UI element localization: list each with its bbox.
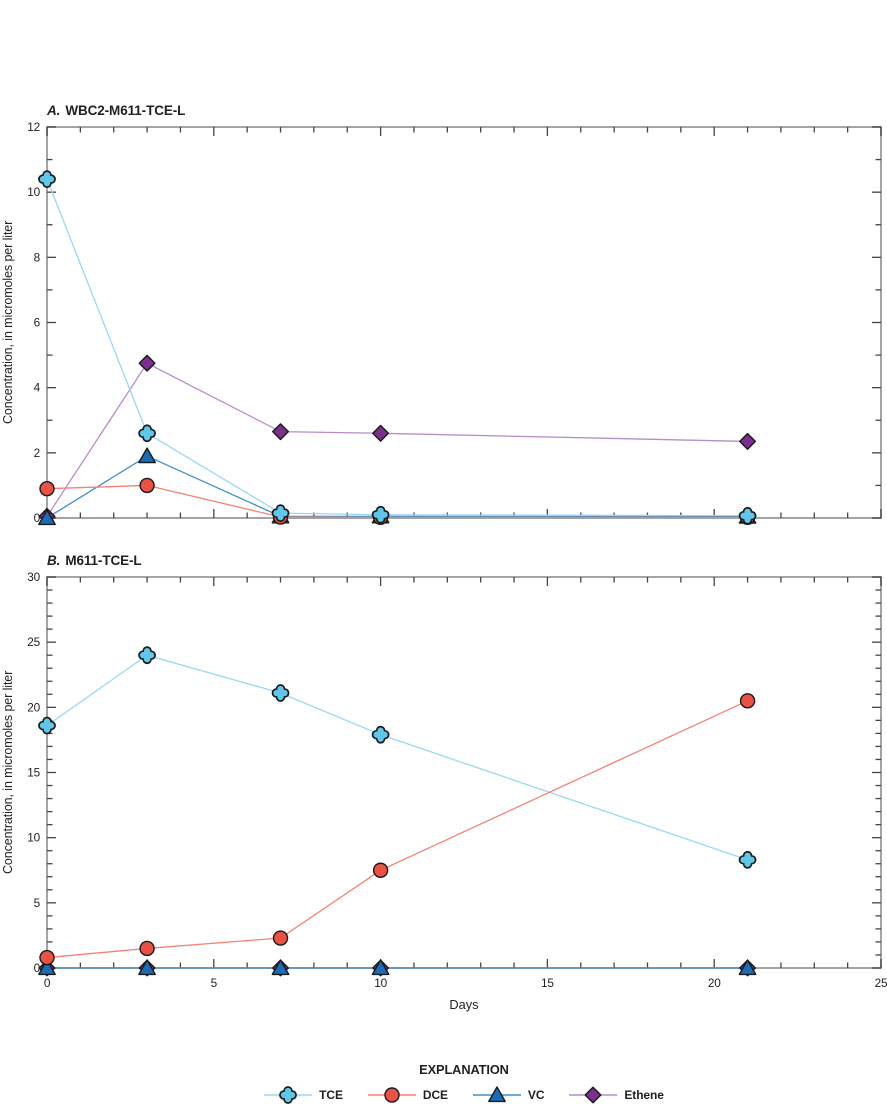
marker-tce <box>138 646 156 665</box>
x-tick-label: 0 <box>44 976 51 990</box>
y-tick-label: 8 <box>34 250 41 264</box>
y-tick-label: 10 <box>27 185 40 199</box>
marker-tce <box>738 850 757 869</box>
marker-ethene <box>739 432 757 450</box>
circle-marker-icon <box>367 1087 416 1103</box>
marker-tce <box>371 505 390 524</box>
marker-dce <box>384 1087 400 1103</box>
legend-label-vc: VC <box>527 1088 545 1102</box>
marker-dce <box>139 477 155 494</box>
y-tick-label: 6 <box>34 316 41 330</box>
tick-labels: 0 5 10 15 20 25 30 0 5 10 15 20 25 <box>27 570 887 990</box>
marker-tce <box>371 725 390 744</box>
chart-a-plot: 0 2 4 6 8 10 12 <box>27 120 882 526</box>
marker-vc <box>138 959 156 976</box>
x-tick-label: 20 <box>708 976 721 990</box>
marker-vc <box>38 509 56 526</box>
marker-dce <box>272 930 289 946</box>
marker-tce <box>738 506 757 525</box>
marker-tce <box>38 170 56 189</box>
marker-dce <box>739 693 756 709</box>
y-tick-label: 20 <box>27 700 40 714</box>
marker-dce <box>139 940 155 957</box>
plot-frame <box>46 576 882 969</box>
x-tick-label: 5 <box>211 976 218 990</box>
marker-vc <box>738 959 757 976</box>
legend-item-dce: DCE <box>367 1081 448 1109</box>
diamond-marker-icon <box>569 1086 618 1104</box>
marker-dce <box>39 480 55 497</box>
chart-b-title-letter: B. <box>47 553 61 568</box>
y-tick-label: 30 <box>27 570 40 584</box>
marker-tce <box>279 1086 298 1104</box>
y-tick-label: 4 <box>34 381 41 395</box>
y-tick-label: 12 <box>27 120 40 134</box>
marker-dce <box>372 862 389 878</box>
marker-vc <box>271 959 290 976</box>
legend-item-tce: TCE <box>264 1081 343 1109</box>
x-tick-label: 25 <box>875 976 887 990</box>
marker-vc <box>138 447 156 464</box>
series-line-tce <box>46 654 748 861</box>
chart-a-title-text: WBC2-M611-TCE-L <box>65 103 186 118</box>
cross-marker-icon <box>264 1086 313 1104</box>
series-line-dce <box>46 700 748 959</box>
x-tick-label: 10 <box>374 976 387 990</box>
series-markers-vc <box>38 959 757 976</box>
marker-vc <box>371 959 390 976</box>
legend-label-tce: TCE <box>319 1088 343 1102</box>
y-tick-label: 5 <box>34 896 41 910</box>
marker-tce <box>271 504 290 523</box>
legend-item-vc: VC <box>472 1081 545 1109</box>
marker-tce <box>38 716 56 735</box>
y-tick-label: 15 <box>27 766 40 780</box>
legend-items: TCE DCE VC Ethene <box>41 1081 887 1109</box>
series-line-tce <box>46 178 748 517</box>
y-tick-label: 0 <box>34 961 41 975</box>
marker-ethene <box>272 423 290 441</box>
tick-labels: 0 2 4 6 8 10 12 <box>27 120 41 525</box>
series-markers-tce <box>38 170 757 525</box>
marker-tce <box>271 684 290 702</box>
x-axis-label: Days <box>449 997 479 1012</box>
plot-frame <box>46 126 882 519</box>
chart-b-plot: 0 5 10 15 20 25 30 0 5 10 15 20 25 <box>27 570 887 990</box>
marker-vc <box>38 959 56 976</box>
marker-ethene <box>138 354 156 372</box>
legend-label-dce: DCE <box>422 1088 448 1102</box>
y-tick-label: 25 <box>27 635 40 649</box>
series-line-ethene <box>46 362 748 517</box>
x-tick-label: 15 <box>541 976 554 990</box>
legend-title: EXPLANATION <box>419 1062 509 1077</box>
chart-b-title: B. M611-TCE-L <box>47 553 142 568</box>
y-tick-label: 10 <box>27 831 40 845</box>
legend-item-ethene: Ethene <box>569 1081 664 1109</box>
marker-ethene <box>584 1086 602 1104</box>
marker-tce <box>138 424 156 443</box>
chart-a-title-letter: A. <box>47 103 61 118</box>
legend: EXPLANATION TCE DCE VC Ethene <box>41 1062 887 1109</box>
axis-ticks <box>46 126 882 519</box>
legend-label-ethene: Ethene <box>624 1088 664 1102</box>
y-tick-label: 0 <box>34 511 41 525</box>
marker-vc <box>488 1086 506 1103</box>
chart-a-title: A. WBC2-M611-TCE-L <box>47 103 185 118</box>
marker-dce <box>39 949 55 966</box>
triangle-marker-icon <box>472 1086 521 1103</box>
y-tick-label: 2 <box>34 446 40 460</box>
chart-b-title-text: M611-TCE-L <box>65 553 142 568</box>
series-markers-tce <box>38 646 757 869</box>
series-markers-dce <box>39 693 756 966</box>
axis-ticks <box>46 576 882 969</box>
marker-ethene <box>372 424 390 442</box>
